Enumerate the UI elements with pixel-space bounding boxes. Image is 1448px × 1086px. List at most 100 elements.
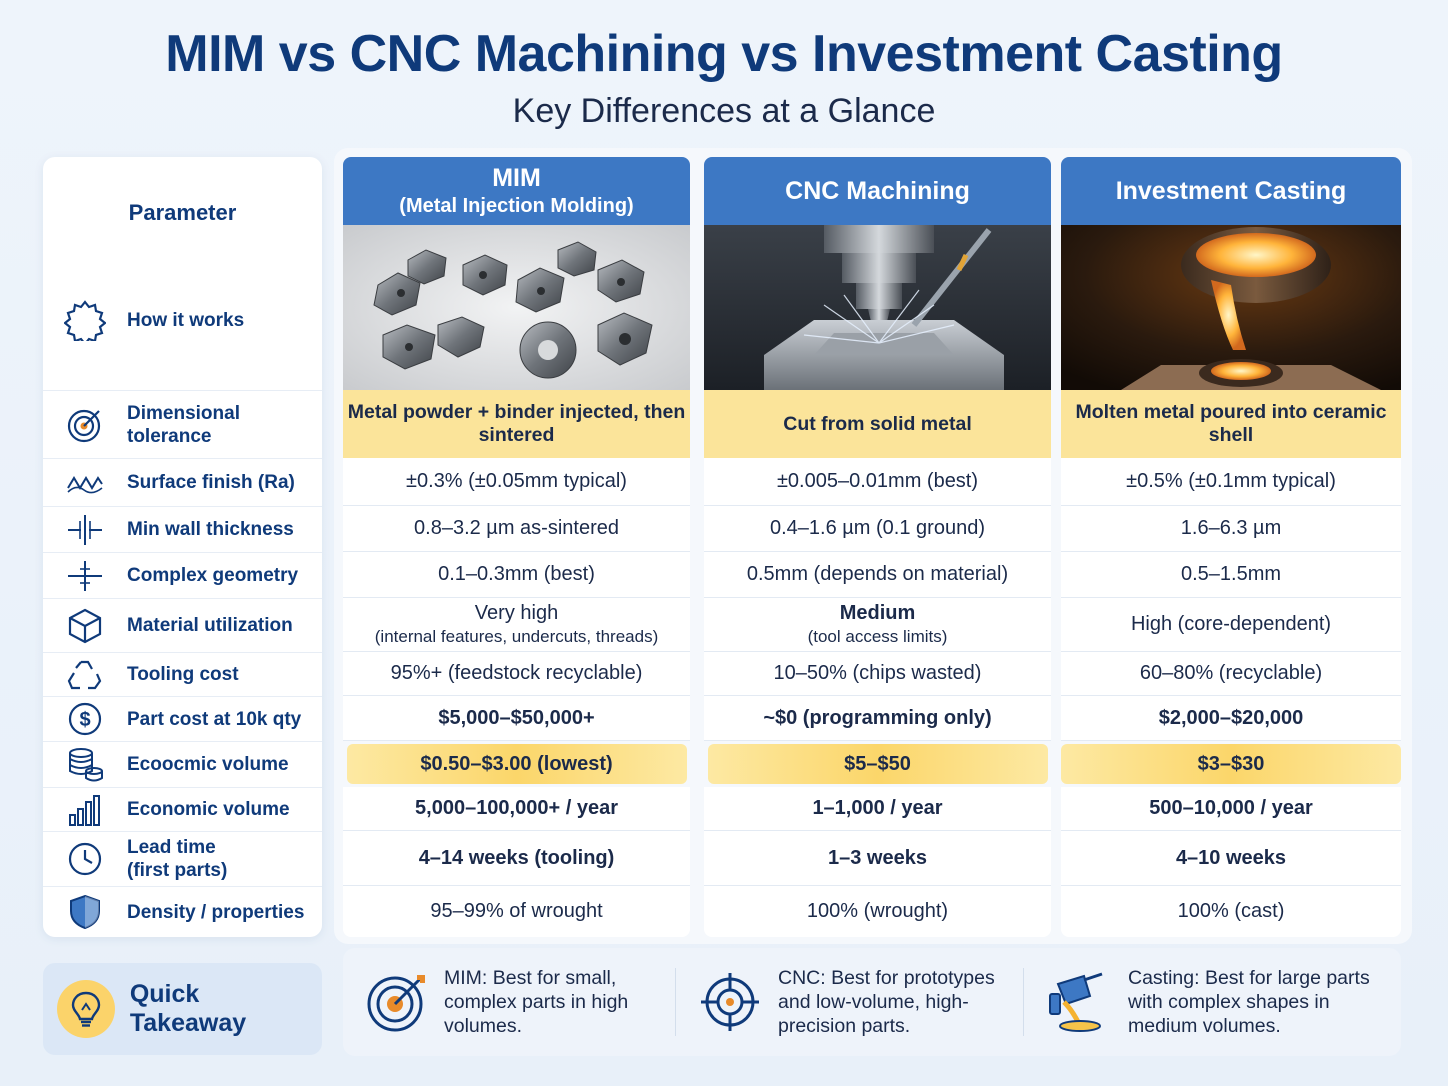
quick-takeaway-label: Quick Takeaway bbox=[129, 980, 247, 1037]
lightbulb-icon bbox=[57, 980, 115, 1038]
page-subtitle: Key Differences at a Glance bbox=[512, 92, 936, 130]
value-cell: High (core-dependent) bbox=[1061, 598, 1401, 652]
value-cell: 100% (cast) bbox=[1061, 886, 1401, 937]
takeaway-casting: Casting: Best for large parts with compl… bbox=[1036, 948, 1378, 1056]
value-cell: 60–80% (recyclable) bbox=[1061, 652, 1401, 696]
parameter-row: Tooling cost bbox=[43, 652, 322, 696]
takeaway-mim: MIM: Best for small, complex parts in hi… bbox=[356, 948, 694, 1056]
value-sub: (internal features, undercuts, threads) bbox=[374, 626, 659, 646]
parameter-row: Ecoocmic volume bbox=[43, 741, 322, 787]
parameter-label: Tooling cost bbox=[127, 664, 239, 685]
value-cell: 1–1,000 / year bbox=[704, 787, 1051, 831]
cnc-machining-image bbox=[704, 225, 1051, 390]
parameter-label: Lead time (first parts) bbox=[127, 837, 228, 881]
value-cell: 500–10,000 / year bbox=[1061, 787, 1401, 831]
value-cell: 1–3 weeks bbox=[704, 831, 1051, 886]
column-header-cnc: CNC Machining bbox=[704, 157, 1051, 225]
shield-icon bbox=[43, 893, 127, 931]
value-cell: 0.5mm (depends on material) bbox=[704, 552, 1051, 598]
highlight-value: $0.50–$3.00 (lowest) bbox=[346, 744, 687, 784]
parameter-row: Material utilization bbox=[43, 598, 322, 652]
value-cell: 0.8–3.2 µm as-sintered bbox=[343, 506, 690, 552]
column-subtitle: (Metal Injection Molding) bbox=[399, 195, 634, 217]
parameter-label: Material utilization bbox=[127, 615, 293, 636]
parameter-label: Density / properties bbox=[127, 901, 305, 923]
column-header-mim: MIM (Metal Injection Molding) bbox=[343, 157, 690, 225]
cube-icon bbox=[43, 607, 127, 645]
takeaway-divider bbox=[1023, 968, 1024, 1036]
takeaway-text: MIM: Best for small, complex parts in hi… bbox=[444, 967, 629, 1037]
value-sub: (tool access limits) bbox=[807, 626, 948, 646]
value-main: Very high bbox=[474, 601, 559, 624]
parameter-label: Dimensional tolerance bbox=[127, 402, 240, 447]
recycle-icon bbox=[43, 656, 127, 694]
value-cell: 95%+ (feedstock recyclable) bbox=[343, 652, 690, 696]
parameter-row: Economic volume bbox=[43, 787, 322, 831]
parameter-label: How it works bbox=[127, 309, 245, 331]
takeaway-panel bbox=[343, 948, 1401, 1056]
parameter-label: Min wall thickness bbox=[127, 519, 294, 540]
value-cell: 4–14 weeks (tooling) bbox=[343, 831, 690, 886]
wave-icon bbox=[43, 470, 127, 496]
value-cell: 95–99% of wrought bbox=[343, 886, 690, 937]
takeaway-cnc: CNC: Best for prototypes and low-volume,… bbox=[690, 948, 1018, 1056]
highlight-value: $3–$30 bbox=[1061, 744, 1401, 784]
gear-icon bbox=[43, 299, 127, 341]
value-cell: Medium (tool access limits) bbox=[704, 598, 1051, 652]
parameter-label: Ecoocmic volume bbox=[127, 754, 289, 775]
how-it-works-cell: Cut from solid metal bbox=[704, 390, 1051, 458]
value-cell: $2,000–$20,000 bbox=[1061, 696, 1401, 741]
how-it-works-cell: Metal powder + binder injected, then sin… bbox=[343, 390, 690, 458]
value-cell: $5–$50 bbox=[704, 741, 1051, 787]
target-icon bbox=[356, 971, 436, 1033]
parameter-row: How it works bbox=[43, 290, 322, 350]
value-main: High (core-dependent) bbox=[1130, 613, 1332, 635]
parameter-row: $ Part cost at 10k qty bbox=[43, 696, 322, 741]
parameter-label: Part cost at 10k qty bbox=[127, 708, 302, 730]
column-title: MIM bbox=[492, 164, 541, 192]
value-cell: 0.4–1.6 µm (0.1 ground) bbox=[704, 506, 1051, 552]
crosshair-icon bbox=[690, 971, 770, 1033]
value-cell: 1.6–6.3 µm bbox=[1061, 506, 1401, 552]
column-title: Investment Casting bbox=[1115, 176, 1347, 205]
value-cell: 10–50% (chips wasted) bbox=[704, 652, 1051, 696]
dollar-icon: $ bbox=[43, 700, 127, 738]
column-mim: MIM (Metal Injection Molding) bbox=[343, 157, 690, 937]
value-cell: 100% (wrought) bbox=[704, 886, 1051, 937]
value-cell: 0.5–1.5mm bbox=[1061, 552, 1401, 598]
column-title: CNC Machining bbox=[785, 176, 970, 205]
value-cell: $5,000–$50,000+ bbox=[343, 696, 690, 741]
value-cell: 0.1–0.3mm (best) bbox=[343, 552, 690, 598]
parameter-row: Complex geometry bbox=[43, 552, 322, 598]
parameter-label: Complex geometry bbox=[127, 565, 299, 586]
column-investment-casting: Investment Casting Molten met bbox=[1061, 157, 1401, 937]
parameter-label: Surface finish (Ra) bbox=[127, 472, 295, 493]
value-cell: ~$0 (programming only) bbox=[704, 696, 1051, 741]
takeaway-text: Casting: Best for large parts with compl… bbox=[1128, 967, 1370, 1037]
value-cell: $0.50–$3.00 (lowest) bbox=[343, 741, 690, 787]
crosshair-icon bbox=[43, 559, 127, 593]
casting-pour-image bbox=[1061, 225, 1401, 390]
ladle-icon bbox=[1036, 970, 1116, 1034]
value-cell: ±0.005–0.01mm (best) bbox=[704, 458, 1051, 506]
value-cell: Very high (internal features, undercuts, … bbox=[343, 598, 690, 652]
highlight-value: $5–$50 bbox=[707, 744, 1048, 784]
column-header-casting: Investment Casting bbox=[1061, 157, 1401, 225]
value-cell: 4–10 weeks bbox=[1061, 831, 1401, 886]
coins-icon bbox=[43, 747, 127, 783]
parameter-label: Economic volume bbox=[127, 799, 290, 820]
value-main: Medium bbox=[839, 601, 916, 624]
quick-takeaway: Quick Takeaway bbox=[43, 963, 322, 1055]
value-cell: ±0.5% (±0.1mm typical) bbox=[1061, 458, 1401, 506]
takeaway-text: CNC: Best for prototypes and low-volume,… bbox=[778, 967, 995, 1037]
parameter-row: Surface finish (Ra) bbox=[43, 458, 322, 506]
page-title: MIM vs CNC Machining vs Investment Casti… bbox=[165, 25, 1283, 83]
value-cell: ±0.3% (±0.05mm typical) bbox=[343, 458, 690, 506]
how-it-works-cell: Molten metal poured into ceramic shell bbox=[1061, 390, 1401, 458]
svg-text:$: $ bbox=[79, 709, 90, 731]
column-cnc: CNC Machining bbox=[704, 157, 1051, 937]
value-cell: $3–$30 bbox=[1061, 741, 1401, 787]
parameter-row: Lead time (first parts) bbox=[43, 831, 322, 886]
parameter-row: Min wall thickness bbox=[43, 506, 322, 552]
mim-parts-image bbox=[343, 225, 690, 390]
